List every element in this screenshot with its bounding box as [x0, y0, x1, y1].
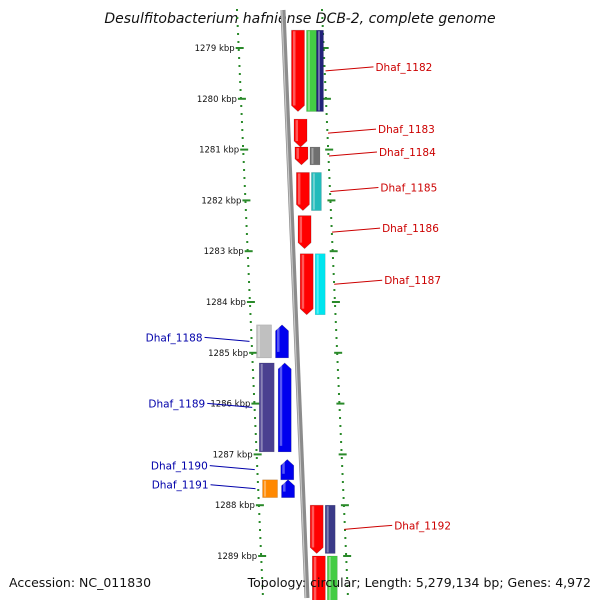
genome-title: Desulfitobacterium hafniense DCB-2, comp… — [104, 11, 495, 27]
gene-label: Dhaf_1182 — [375, 62, 432, 74]
gene-label: Dhaf_1186 — [382, 223, 439, 235]
gene-label: Dhaf_1188 — [146, 332, 203, 344]
gene-label-leader — [344, 524, 393, 530]
gene-labels: Dhaf_1182 Dhaf_1183 Dhaf_1184 Dhaf_1185 Dhaf… — [146, 62, 451, 532]
gene-dhaf-1185 — [296, 172, 322, 211]
gene-arrow — [291, 29, 305, 112]
gene-label-leader — [204, 336, 250, 342]
gene-arrow-shine — [279, 363, 283, 446]
tick-label: 1286 kbp — [210, 400, 250, 410]
gene-dhaf-1192 — [309, 504, 336, 554]
gene-label-leader — [332, 227, 381, 233]
tick-label: 1279 kbp — [195, 44, 235, 54]
gene-dhaf-1186 — [297, 215, 312, 250]
topology-text: Topology: circular; Length: 5,279,134 bp… — [247, 575, 591, 590]
gene-arrow — [299, 253, 314, 316]
gene-track — [256, 29, 338, 600]
gene-arrow-shine — [313, 557, 317, 600]
gene-feature-shine — [260, 363, 263, 451]
gene-label: Dhaf_1185 — [380, 183, 437, 195]
gene-dhaf-1184 — [294, 146, 321, 166]
tick-label: 1280 kbp — [197, 95, 237, 105]
gene-arrow — [294, 146, 309, 166]
gene-arrow-shine — [295, 120, 299, 142]
gene-feature-shine — [326, 506, 329, 553]
gene-dhaf-1182 — [291, 29, 324, 112]
gene-feature-bar — [327, 555, 338, 600]
gene-arrow — [296, 172, 310, 211]
gene-label-leader — [210, 484, 256, 490]
gene-dhaf-1191 — [262, 479, 295, 498]
gene-unnamed — [312, 555, 338, 600]
tick-label: 1284 kbp — [206, 298, 246, 308]
ruler: 1279 kbp 1280 kbp 1281 kbp 1282 kbp 1283 kbp… — [195, 9, 352, 595]
gene-arrow — [309, 504, 324, 554]
gene-dhaf-1190 — [280, 459, 295, 481]
accession-text: Accession: NC_011830 — [9, 575, 151, 590]
gene-arrow — [297, 215, 312, 250]
gene-label-leader — [328, 151, 377, 157]
tick-label: 1285 kbp — [208, 349, 248, 359]
gene-arrow-shine — [311, 506, 315, 548]
gene-label: Dhaf_1187 — [384, 275, 441, 287]
gene-label: Dhaf_1191 — [152, 480, 209, 492]
gene-arrow-shine — [283, 480, 286, 492]
gene-arrow — [312, 555, 326, 600]
gene-label-leader — [327, 128, 377, 134]
gene-label-leader — [325, 66, 374, 72]
gene-label-leader — [334, 279, 383, 285]
gene-label: Dhaf_1189 — [148, 398, 205, 410]
gene-feature-bar — [316, 29, 324, 112]
gene-dhaf-1183 — [293, 118, 308, 148]
gene-arrow-shine — [301, 254, 305, 309]
gene-arrow-shine — [277, 325, 280, 352]
tick-label: 1287 kbp — [213, 450, 253, 460]
gene-feature-shine — [317, 31, 320, 111]
gene-arrow — [275, 324, 289, 359]
gene-feature-bar — [309, 146, 321, 166]
gene-label: Dhaf_1184 — [379, 147, 436, 159]
gene-label: Dhaf_1192 — [394, 520, 451, 532]
gene-arrow-shine — [282, 460, 285, 474]
gene-feature-bar — [258, 362, 275, 453]
gene-dhaf-1187 — [299, 253, 326, 316]
gene-feature-bar — [256, 324, 272, 359]
gene-arrow-shine — [299, 216, 303, 243]
gene-feature-bar — [262, 479, 278, 498]
gene-dhaf-1189 — [258, 362, 292, 453]
tick-label: 1289 kbp — [217, 552, 257, 562]
tick-label: 1281 kbp — [199, 146, 239, 156]
gene-label: Dhaf_1190 — [151, 461, 208, 473]
gene-feature-shine — [264, 480, 267, 497]
gene-feature-bar — [324, 504, 336, 554]
gene-label-leader — [330, 187, 379, 193]
backbone — [280, 9, 310, 599]
gene-arrow — [293, 118, 308, 148]
gene-arrow-shine — [292, 31, 296, 106]
tick-label: 1288 kbp — [215, 501, 255, 511]
gene-feature-shine — [311, 148, 314, 164]
gene-feature-shine — [307, 31, 310, 111]
gene-feature-shine — [316, 254, 319, 314]
gene-feature-bar — [314, 253, 326, 315]
gene-arrow-shine — [296, 148, 299, 159]
gene-feature-bar — [311, 172, 322, 211]
genome-backbone-highlight — [281, 9, 307, 599]
tick-label: 1283 kbp — [204, 247, 244, 257]
gene-arrow — [281, 479, 295, 498]
gene-dhaf-1188 — [256, 324, 289, 359]
genome-backbone — [280, 9, 310, 599]
gene-feature-shine — [258, 325, 261, 357]
gene-arrow-shine — [297, 173, 301, 205]
gene-feature-shine — [312, 173, 315, 210]
gene-label-leader — [207, 402, 253, 408]
tick-label: 1282 kbp — [201, 196, 241, 206]
gene-arrow — [277, 362, 292, 453]
gene-arrow — [280, 459, 295, 481]
gene-label-leader — [209, 465, 255, 471]
gene-feature-shine — [328, 557, 331, 600]
gene-label: Dhaf_1183 — [378, 124, 435, 136]
